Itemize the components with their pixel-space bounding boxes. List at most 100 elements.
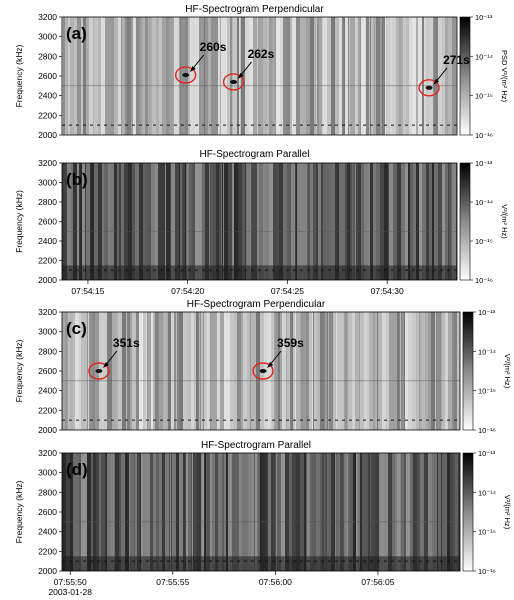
spectrogram-stripe	[148, 312, 151, 430]
spectrogram-stripe	[222, 163, 223, 280]
spectrogram-stripe	[167, 312, 168, 430]
spectrogram-stripe	[313, 312, 314, 430]
spectrogram-stripe	[127, 17, 131, 135]
spectrogram-stripe	[156, 17, 159, 135]
spectrogram-stripe	[258, 453, 260, 571]
colorbar-tick-label: 10⁻¹⁵	[478, 528, 496, 537]
spectrogram-stripe	[254, 453, 255, 571]
spectrogram-stripe	[143, 17, 145, 135]
spectrogram-stripe	[125, 453, 129, 571]
spectrogram-stripe	[91, 163, 94, 280]
spectrogram-stripe	[454, 312, 457, 430]
spectrogram-stripe	[185, 453, 186, 571]
arrow-head	[267, 362, 274, 368]
spectrogram-stripe	[362, 453, 364, 571]
spectrogram-stripe	[397, 163, 401, 280]
spectrogram-stripe	[359, 163, 361, 280]
spectrogram-stripe	[93, 453, 96, 571]
spectrogram-stripe	[320, 312, 324, 430]
spectrogram-stripe	[226, 312, 229, 430]
spectrogram-stripe	[195, 163, 198, 280]
spectrogram-stripe	[344, 312, 345, 430]
spectrogram-stripe	[73, 453, 77, 571]
spectrogram-stripe	[297, 163, 300, 280]
spectrogram-stripe	[312, 312, 313, 430]
spectrogram-stripe	[397, 312, 399, 430]
spectrogram-stripe	[74, 17, 77, 135]
colorbar-tick-label: 10⁻¹⁴	[475, 52, 493, 61]
spectrogram-stripe	[442, 453, 446, 571]
spectrogram-stripe	[216, 163, 218, 280]
spectrogram-stripe	[193, 453, 194, 571]
spectrogram-stripe	[396, 17, 399, 135]
spectrogram-stripe	[201, 453, 202, 571]
spectrogram-stripe	[162, 453, 165, 571]
spectrogram-stripe	[174, 312, 176, 430]
spectrogram-stripe	[65, 312, 67, 430]
spectrogram-stripe	[303, 17, 306, 135]
spectrogram-stripe	[349, 17, 350, 135]
spectrogram-stripe	[201, 312, 203, 430]
spectrogram-stripe	[452, 17, 456, 135]
spectrogram-stripe	[203, 312, 204, 430]
spectrogram-stripe	[107, 453, 111, 571]
spectrogram-stripe	[295, 163, 296, 280]
spectrogram-stripe	[106, 453, 107, 571]
spectrogram-stripe	[153, 312, 155, 430]
spectrogram-stripe	[129, 453, 130, 571]
spectrogram-stripe	[163, 312, 167, 430]
spectrogram-stripe	[392, 453, 395, 571]
spectrogram-stripe	[141, 17, 143, 135]
spectrogram-stripe	[424, 17, 426, 135]
spectrogram-stripe	[165, 163, 166, 280]
y-tick-label: 3200	[38, 158, 57, 168]
spectrogram-stripe	[422, 312, 425, 430]
spectrogram-stripe	[318, 163, 321, 280]
spectrogram-stripe	[314, 17, 316, 135]
spectrogram-stripe	[314, 312, 317, 430]
x-tick-label: 07:56:05	[361, 577, 394, 587]
spectrogram-stripe	[220, 312, 224, 430]
spectrogram-stripe	[118, 17, 121, 135]
spectrogram-stripe	[250, 163, 251, 280]
spectrogram-stripe	[87, 453, 91, 571]
spectrogram-stripe	[442, 312, 445, 430]
spectrogram-stripe	[257, 17, 258, 135]
spectrogram-stripe	[395, 453, 397, 571]
panel-title: HF-Spectrogram Parallel	[199, 149, 309, 160]
spectrogram-stripe	[68, 17, 70, 135]
spectrogram-stripe	[192, 453, 193, 571]
spectrogram-stripe	[358, 453, 360, 571]
spectrogram-stripe	[214, 312, 217, 430]
spectrogram-stripe	[233, 17, 234, 135]
spectrogram-stripe	[336, 312, 337, 430]
spectrogram-stripe	[289, 453, 292, 571]
spectrogram-stripe	[178, 17, 179, 135]
spectrogram-stripes	[62, 163, 457, 280]
spectrogram-stripe	[98, 163, 102, 280]
spectrogram-stripe	[384, 163, 388, 280]
spectrogram-stripe	[390, 453, 392, 571]
highlight-circle	[174, 66, 197, 84]
spectrogram-stripe	[296, 17, 298, 135]
spectrogram-stripe	[75, 312, 79, 430]
y-tick-label: 2800	[38, 197, 57, 207]
spectrogram-stripe	[117, 163, 118, 280]
spectrogram-stripe	[104, 163, 108, 280]
spectrogram-stripe	[255, 453, 257, 571]
spectrogram-stripe	[405, 312, 408, 430]
spectrogram-stripe	[237, 17, 239, 135]
spectrogram-stripe	[344, 17, 345, 135]
spectrogram-stripe	[307, 453, 310, 571]
spectrogram-stripe	[169, 453, 170, 571]
spectrogram-stripe	[347, 163, 349, 280]
spectrogram-stripe	[437, 453, 438, 571]
arrow-head	[433, 78, 440, 85]
spectrogram-stripe	[458, 453, 460, 571]
colorbar-tick-label: 10⁻¹⁶	[478, 426, 496, 435]
spectrogram-stripe	[412, 312, 416, 430]
spectrogram-stripe	[380, 163, 384, 280]
spectrogram-stripe	[230, 17, 232, 135]
spectrogram-stripe	[370, 453, 371, 571]
spectrogram-stripe	[185, 163, 186, 280]
